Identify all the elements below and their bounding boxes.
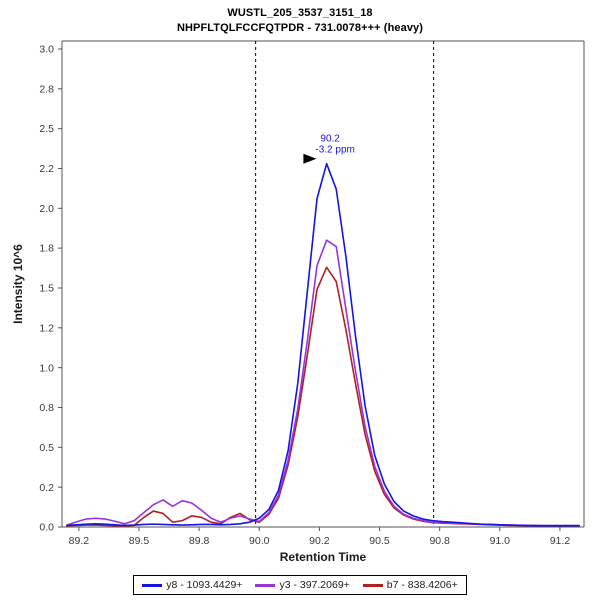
chart-title: WUSTL_205_3537_3151_18 NHPFLTQLFCCFQTPDR… (0, 6, 600, 36)
y-tick-label: 1.8 (39, 243, 54, 255)
y-tick-label: 1.0 (39, 362, 54, 374)
y-tick-label: 3.0 (39, 44, 54, 56)
annotation-mass-error: -3.2 ppm (315, 145, 354, 156)
y-tick-label: 0.8 (39, 402, 54, 414)
legend-entry[interactable]: y3 - 397.2069+ (255, 579, 350, 591)
y-tick-label: 0.0 (39, 522, 54, 534)
x-tick-label: 91.0 (490, 535, 511, 547)
legend-color-swatch (362, 583, 383, 587)
y-tick-label: 1.2 (39, 322, 54, 334)
legend-entry[interactable]: y8 - 1093.4429+ (142, 579, 242, 591)
title-sample-name: WUSTL_205_3537_3151_18 (227, 7, 373, 19)
legend-label: y8 - 1093.4429+ (166, 579, 243, 591)
x-tick-label: 90.2 (309, 535, 330, 547)
x-axis-title: Retention Time (280, 550, 367, 564)
series-trace (66, 239, 580, 527)
y-tick-label: 2.5 (39, 123, 54, 135)
y-tick-label: 2.8 (39, 83, 54, 95)
legend-color-swatch (255, 583, 276, 587)
legend-label: y3 - 397.2069+ (279, 579, 350, 591)
series-trace (66, 162, 580, 527)
y-tick-label: 0.2 (39, 482, 54, 494)
chart-legend: y8 - 1093.4429+ y3 - 397.2069+ b7 - 838.42… (133, 575, 467, 595)
x-tick-label: 90.8 (429, 535, 450, 547)
x-tick-label: 89.2 (69, 535, 90, 547)
x-tick-label: 90.5 (369, 535, 390, 547)
legend-label: b7 - 838.4206+ (386, 579, 458, 591)
y-tick-label: 2.0 (39, 203, 54, 215)
annotation-retention-time: 90.2 (320, 134, 340, 145)
title-peptide-precursor: NHPFLTQLFCCFQTPDR - 731.0078+++ (heavy) (176, 22, 424, 34)
annotation-left-arrow-icon (303, 153, 317, 164)
legend-color-swatch (142, 583, 163, 587)
y-tick-label: 2.2 (39, 163, 54, 175)
legend-entry[interactable]: b7 - 838.4206+ (362, 579, 458, 591)
x-tick-label: 91.2 (550, 535, 571, 547)
y-tick-label: 1.5 (39, 283, 54, 295)
y-tick-label: 0.5 (39, 442, 54, 454)
x-tick-label: 90.0 (249, 535, 270, 547)
y-axis-title: Intensity 10^6 (11, 244, 25, 324)
series-trace (66, 266, 580, 527)
x-tick-label: 89.5 (129, 535, 150, 547)
x-tick-label: 89.8 (189, 535, 210, 547)
